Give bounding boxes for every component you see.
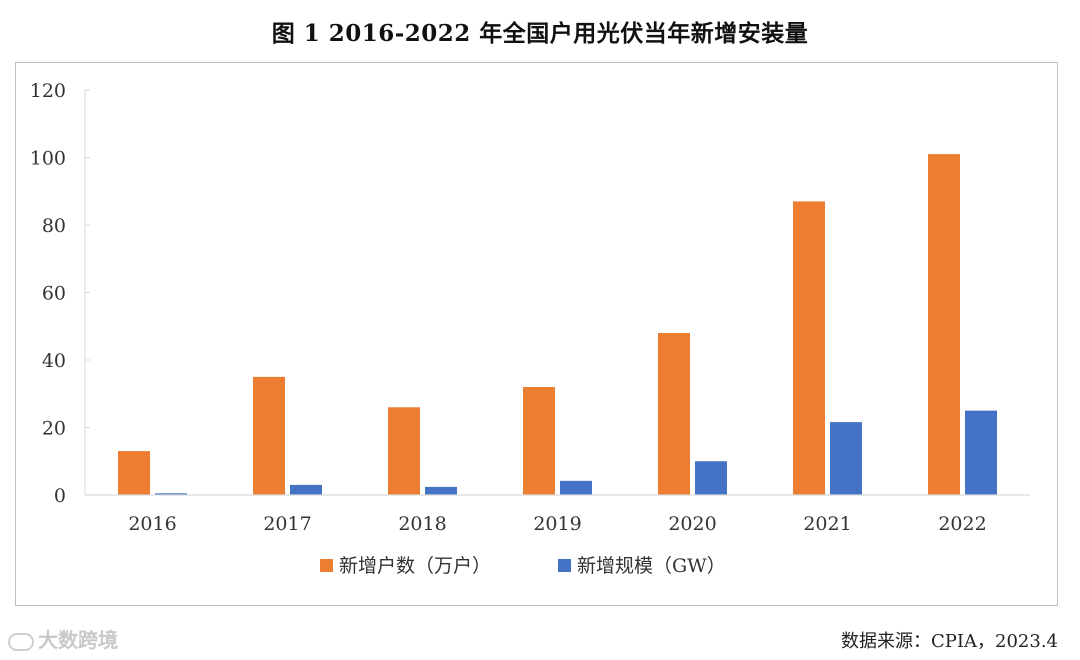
- bar-capacity: [695, 461, 727, 495]
- watermark: 大数跨境: [8, 624, 118, 653]
- chart-title: 图 1 2016-2022 年全国户用光伏当年新增安装量: [271, 20, 809, 47]
- y-tick-label: 80: [42, 215, 66, 237]
- watermark-text: 大数跨境: [38, 628, 118, 652]
- data-source-note: 数据来源：CPIA，2023.4: [841, 631, 1058, 652]
- x-tick-label: 2019: [533, 513, 581, 535]
- bar-households: [523, 387, 555, 495]
- bar-capacity: [290, 484, 322, 495]
- bar-households: [928, 154, 960, 495]
- watermark-logo-icon: [8, 632, 34, 651]
- bar-capacity: [155, 493, 187, 495]
- y-tick-label: 120: [30, 80, 66, 102]
- y-tick-label: 100: [30, 148, 66, 170]
- bar-capacity: [560, 480, 592, 495]
- bar-households: [793, 201, 825, 495]
- x-tick-label: 2020: [668, 513, 716, 535]
- y-tick-label: 60: [42, 283, 66, 305]
- legend-households-label: 新增户数（万户）: [339, 555, 491, 577]
- x-tick-label: 2022: [938, 513, 986, 535]
- chart-frame: [15, 62, 1058, 606]
- bar-capacity: [965, 410, 997, 495]
- y-tick-label: 40: [42, 350, 66, 372]
- x-tick-label: 2016: [128, 513, 176, 535]
- y-tick-label: 0: [54, 485, 66, 507]
- bar-households: [118, 451, 150, 495]
- bar-capacity: [425, 486, 457, 495]
- x-tick-label: 2021: [803, 513, 851, 535]
- x-tick-label: 2018: [398, 513, 446, 535]
- x-tick-label: 2017: [263, 513, 311, 535]
- bar-households: [388, 407, 420, 495]
- legend-capacity-swatch: [558, 559, 571, 572]
- legend-households-swatch: [320, 559, 333, 572]
- legend-capacity-label: 新增规模（GW）: [577, 555, 726, 577]
- bar-capacity: [830, 422, 862, 495]
- y-tick-label: 20: [42, 418, 66, 440]
- bar-households: [253, 376, 285, 495]
- bar-households: [658, 333, 690, 495]
